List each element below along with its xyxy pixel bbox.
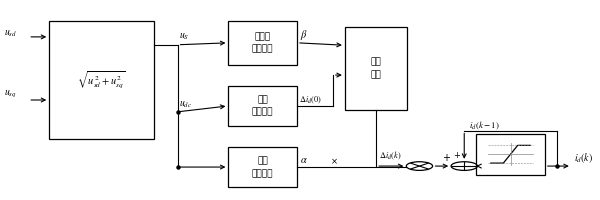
- Text: $\times$: $\times$: [330, 157, 338, 166]
- Text: $u_{dc}$: $u_{dc}$: [179, 99, 193, 110]
- Text: $u_{sq}$: $u_{sq}$: [4, 88, 17, 100]
- Text: $i_d(k)$: $i_d(k)$: [574, 151, 593, 165]
- Bar: [476, 134, 545, 175]
- Text: 确定: 确定: [257, 95, 268, 104]
- Text: $+$: $+$: [442, 152, 451, 163]
- Text: $u_{sd}$: $u_{sd}$: [4, 27, 17, 39]
- Bar: [229, 86, 297, 126]
- Text: 方向系数: 方向系数: [252, 169, 274, 178]
- Text: 步长: 步长: [371, 70, 382, 79]
- Text: 计算: 计算: [371, 58, 382, 67]
- Text: 初始步长: 初始步长: [252, 108, 274, 117]
- Bar: [229, 147, 297, 187]
- Bar: [229, 21, 297, 64]
- Text: $\alpha$: $\alpha$: [300, 155, 308, 165]
- Text: 确定变: 确定变: [254, 32, 271, 41]
- Text: $\Delta i_d(0)$: $\Delta i_d(0)$: [299, 94, 322, 106]
- Text: $\Delta i_d(k)$: $\Delta i_d(k)$: [379, 150, 402, 162]
- Text: 步长系数: 步长系数: [252, 45, 274, 54]
- Bar: [49, 21, 154, 139]
- Text: $\sqrt{u_{sd}^2+u_{sq}^2}$: $\sqrt{u_{sd}^2+u_{sq}^2}$: [77, 70, 126, 91]
- Text: $u_S$: $u_S$: [179, 31, 190, 42]
- Text: $+$: $+$: [454, 150, 461, 160]
- Bar: [345, 27, 407, 110]
- Text: $i_d(k-1)$: $i_d(k-1)$: [469, 120, 500, 132]
- Text: 计算: 计算: [257, 156, 268, 165]
- Text: $\beta$: $\beta$: [300, 28, 308, 42]
